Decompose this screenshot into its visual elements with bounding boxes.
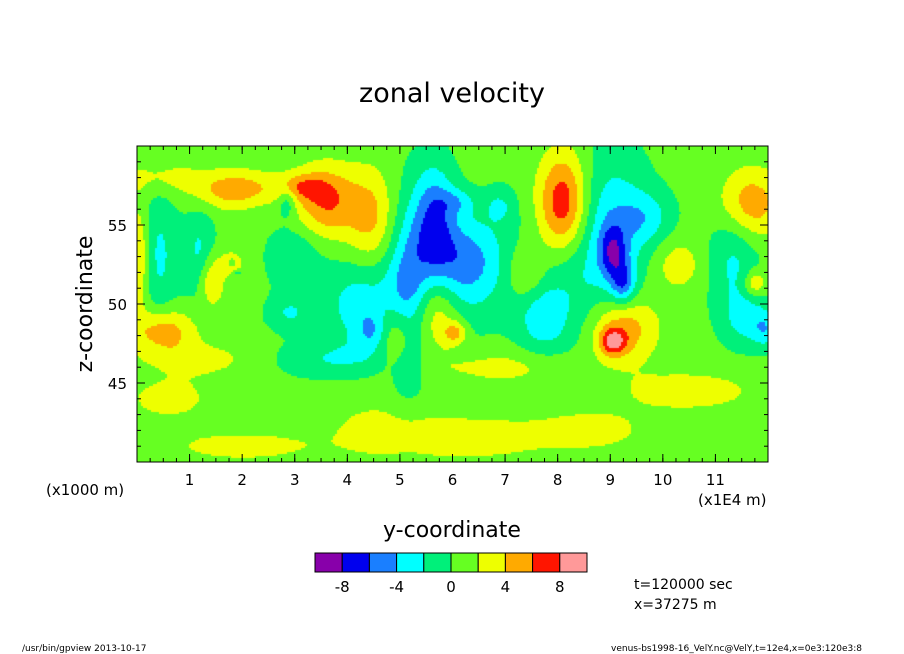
x-axis: 1 2 3 4 5 6 7 8 9 10 11 bbox=[136, 146, 769, 489]
colorbar-tick-label: 8 bbox=[555, 578, 565, 596]
x-unit-left: (x1000 m) bbox=[46, 481, 124, 499]
y-tick-label: 55 bbox=[108, 217, 127, 235]
heatmap-field bbox=[137, 146, 768, 462]
colorbar-swatch bbox=[314, 552, 343, 573]
colorbar-swatch bbox=[396, 552, 425, 573]
x-tick-label: 7 bbox=[500, 471, 510, 489]
x-tick-label: 6 bbox=[448, 471, 458, 489]
x-axis-label: y-coordinate bbox=[383, 518, 521, 543]
colorbar-tick-label: 0 bbox=[446, 578, 456, 596]
colorbar-swatch bbox=[532, 552, 561, 573]
time-label: t=120000 sec bbox=[634, 577, 733, 593]
colorbar-swatch bbox=[341, 552, 370, 573]
x-tick-label: 3 bbox=[290, 471, 300, 489]
x-tick-label: 11 bbox=[706, 471, 725, 489]
colorbar-swatch bbox=[504, 552, 534, 573]
x-tick-label: 10 bbox=[653, 471, 672, 489]
footer-right: venus-bs1998-16_VelY.nc@VelY,t=12e4,x=0e… bbox=[611, 644, 862, 654]
y-tick-label: 50 bbox=[108, 296, 127, 314]
y-axis: 45 50 55 bbox=[108, 145, 768, 463]
colorbar-swatch bbox=[450, 552, 479, 573]
footer-left: /usr/bin/gpview 2013-10-17 bbox=[22, 644, 146, 654]
chart-title: zonal velocity bbox=[359, 78, 545, 109]
colorbar-tick-label: -4 bbox=[389, 578, 404, 596]
x-tick-label: 2 bbox=[237, 471, 247, 489]
y-axis-label: z-coordinate bbox=[73, 236, 98, 373]
x-position-label: x=37275 m bbox=[634, 597, 717, 613]
colorbar-swatch bbox=[477, 552, 506, 573]
x-tick-label: 5 bbox=[395, 471, 405, 489]
colorbar-swatch bbox=[559, 552, 588, 573]
colorbar-tick-label: -8 bbox=[335, 578, 350, 596]
x-tick-label: 1 bbox=[185, 471, 195, 489]
x-unit-right: (x1E4 m) bbox=[698, 491, 767, 509]
colorbar-swatch bbox=[423, 552, 452, 573]
colorbar-tick-label: 4 bbox=[501, 578, 511, 596]
x-tick-label: 4 bbox=[343, 471, 353, 489]
colorbar: -8 -4 0 4 8 bbox=[314, 552, 588, 596]
x-tick-label: 9 bbox=[605, 471, 615, 489]
x-tick-label: 8 bbox=[553, 471, 563, 489]
plot-area bbox=[136, 145, 769, 463]
y-tick-label: 45 bbox=[108, 375, 127, 393]
colorbar-swatch bbox=[368, 552, 398, 573]
